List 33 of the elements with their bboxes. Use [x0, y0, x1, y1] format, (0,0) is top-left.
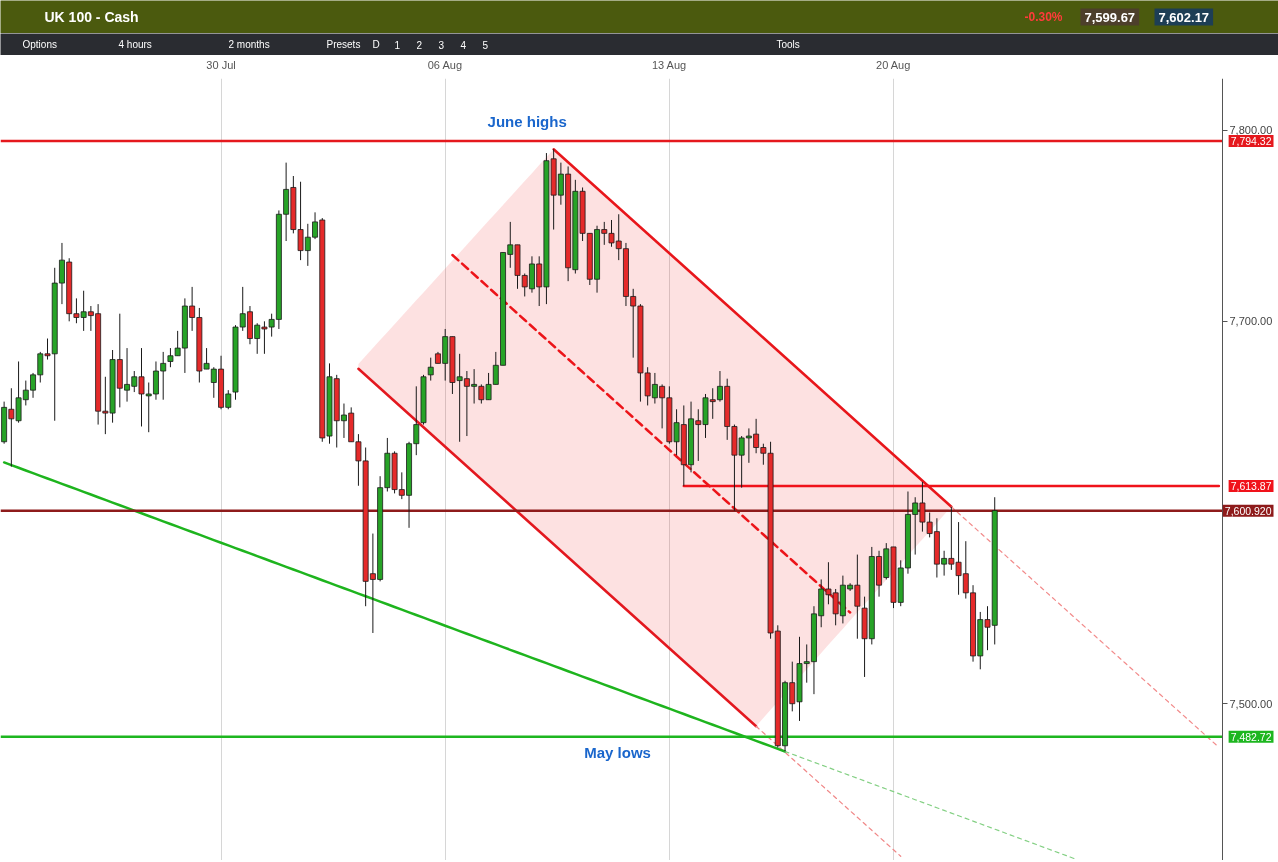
text: D [372, 39, 380, 50]
y-tick-label: 7,500.00 [1229, 697, 1273, 710]
text: Tools [776, 39, 800, 50]
text: 7,602.17 [1158, 9, 1210, 25]
x-tick-label: 20 Aug [876, 58, 911, 71]
text: 3 [438, 39, 445, 51]
text: Options [22, 39, 57, 50]
line-series [755, 725, 902, 857]
text: 5 [482, 39, 489, 51]
text: 4 hours [118, 39, 152, 50]
y-tick-label: 7,800.00 [1229, 124, 1273, 137]
x-tick-label: 30 Jul [206, 58, 236, 71]
y-tick-label: 7,700.00 [1229, 315, 1273, 328]
line-series [784, 750, 1075, 860]
line-series [950, 506, 1220, 748]
candlestick [427, 357, 434, 382]
text: Presets [326, 39, 361, 50]
annotation: May lows [584, 743, 651, 761]
text: 2 [416, 39, 423, 51]
ref-line-label: 7,794.32 [1230, 134, 1272, 147]
data-label: 7,613.87 [1230, 480, 1272, 492]
x-tick-label: 13 Aug [651, 58, 687, 71]
text: -0.30% [1024, 10, 1063, 24]
x-tick-label: 06 Aug [427, 58, 463, 71]
annotation: June highs [487, 112, 567, 130]
text: 4 [460, 39, 467, 51]
text: 7,599.67 [1084, 9, 1136, 25]
text: 1 [394, 39, 401, 51]
line-series [357, 367, 758, 728]
chart-title: UK 100 - Cash [44, 9, 139, 25]
text: 2 months [228, 39, 270, 50]
ref-line-label: 7,482.72 [1230, 730, 1272, 743]
ref-line-label: 7,600.920 [1224, 504, 1272, 517]
